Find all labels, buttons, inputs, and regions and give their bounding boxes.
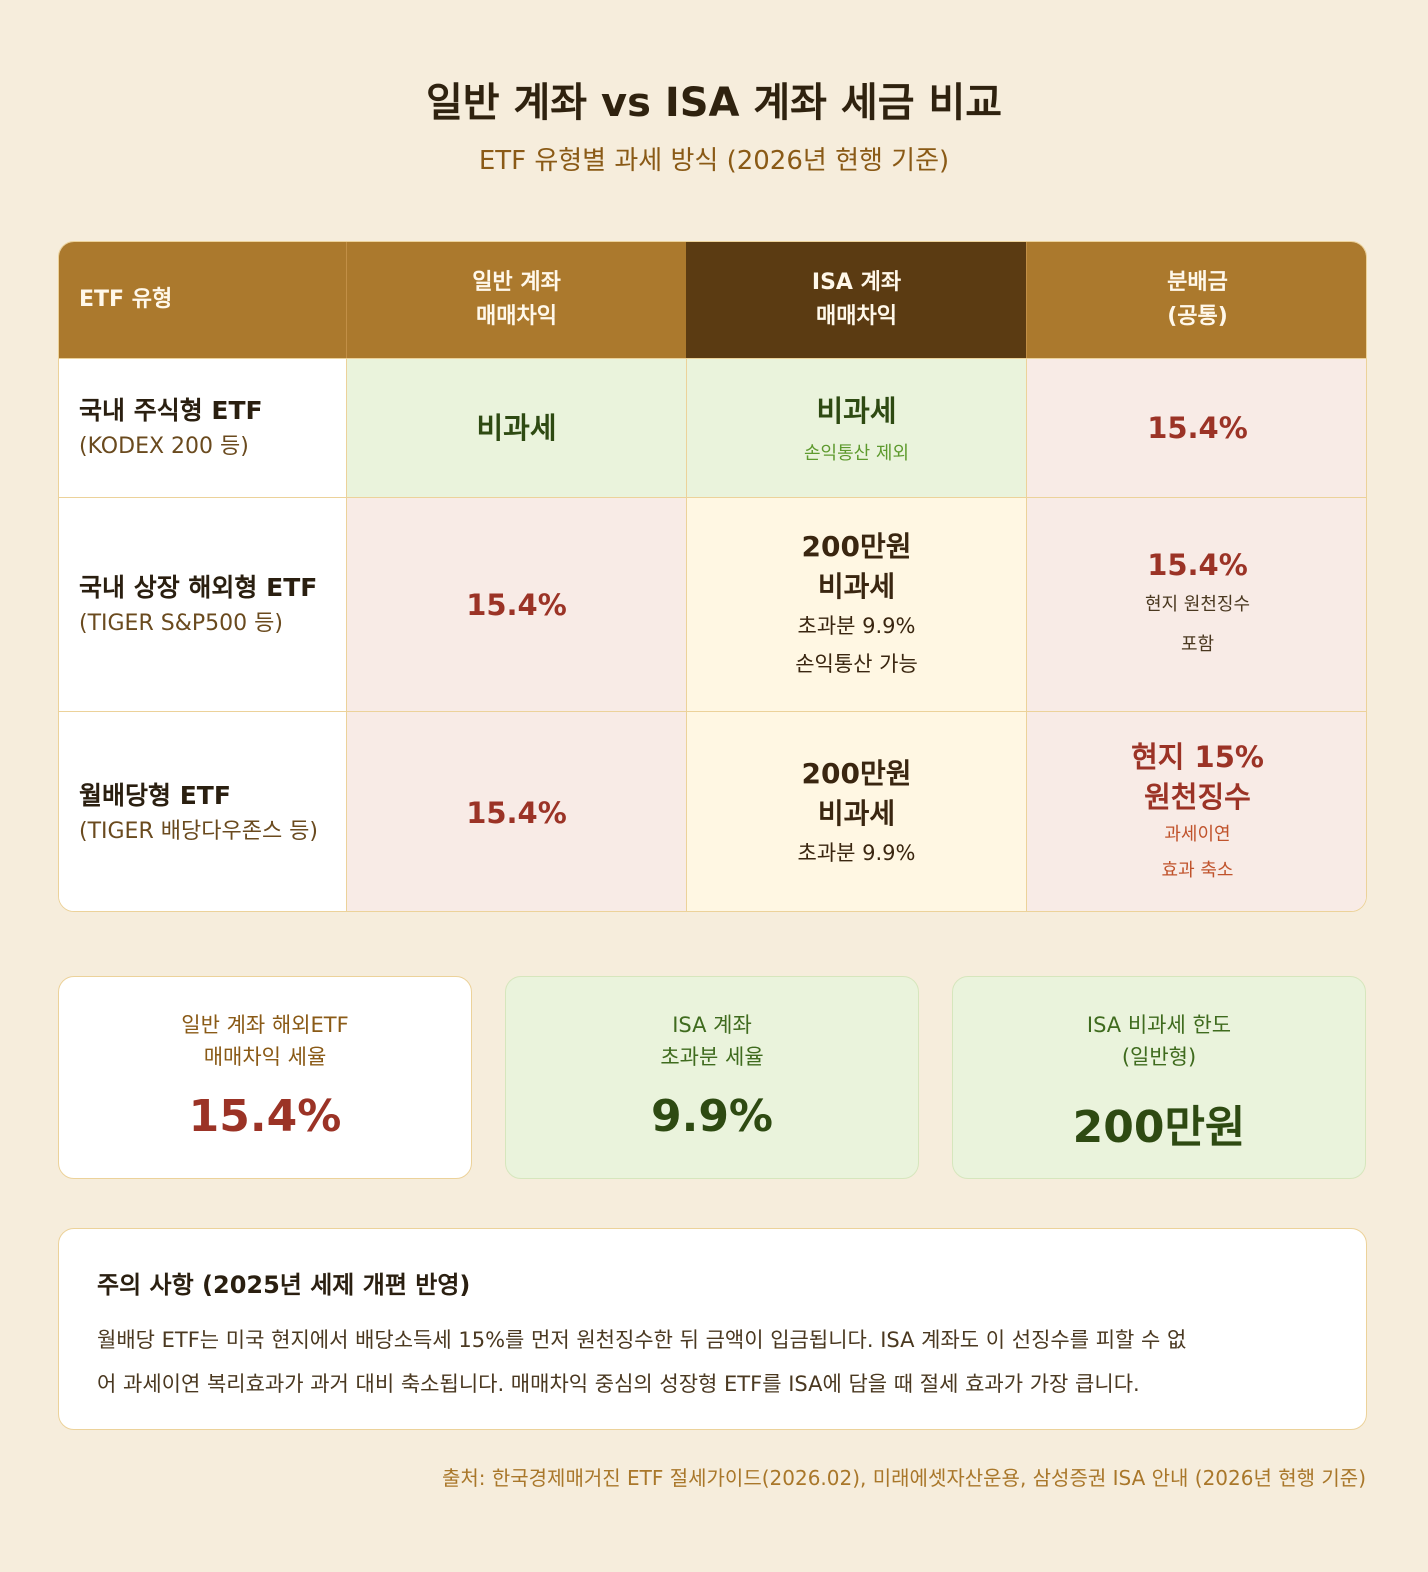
distribution-tax-value: 15.4% bbox=[1147, 411, 1248, 445]
isa-tax-value: 비과세 bbox=[817, 569, 896, 603]
etf-name: 국내 주식형 ETF bbox=[79, 396, 263, 425]
stat-value: 200만원 bbox=[1072, 1102, 1246, 1153]
table-row: 월배당형 ETF (TIGER 배당다우존스 등) 15.4% 200만원 비과… bbox=[59, 711, 1366, 911]
stat-value: 9.9% bbox=[650, 1091, 774, 1142]
isa-tax-cell: 비과세 손익통산 제외 bbox=[686, 359, 1026, 497]
header-general-line2: 매매차익 bbox=[476, 304, 557, 329]
isa-tax-note: 초과분 9.9% bbox=[797, 613, 916, 638]
distribution-tax-note: 포함 bbox=[1180, 633, 1215, 655]
etf-type-cell: 월배당형 ETF (TIGER 배당다우존스 등) bbox=[59, 712, 346, 911]
distribution-tax-cell: 15.4% bbox=[1026, 359, 1366, 497]
header-isa-account: ISA 계좌 매매차익 bbox=[686, 242, 1026, 358]
isa-tax-limit: 200만원 bbox=[801, 529, 912, 563]
stat-label: ISA 비과세 한도 bbox=[1086, 1013, 1232, 1037]
etf-name: 월배당형 ETF bbox=[79, 780, 231, 810]
general-tax-value: 15.4% bbox=[466, 795, 567, 830]
header-etf-type-label: ETF 유형 bbox=[79, 287, 173, 312]
distribution-tax-cell: 15.4% 현지 원천징수 포함 bbox=[1026, 498, 1366, 711]
isa-tax-cell: 200만원 비과세 초과분 9.9% 손익통산 가능 bbox=[686, 498, 1026, 711]
general-tax-cell: 15.4% bbox=[346, 498, 686, 711]
header-distribution: 분배금 (공통) bbox=[1026, 242, 1366, 358]
stat-label: 일반 계좌 해외ETF bbox=[181, 1013, 349, 1037]
notice-line: 월배당 ETF는 미국 현지에서 배당소득세 15%를 먼저 원천징수한 뒤 금… bbox=[97, 1328, 1187, 1352]
etf-example: (TIGER 배당다우존스 등) bbox=[79, 818, 318, 844]
stat-card-general-rate: 일반 계좌 해외ETF 매매차익 세율 15.4% bbox=[58, 976, 472, 1179]
stat-label: (일반형) bbox=[1121, 1045, 1197, 1069]
header-general-line1: 일반 계좌 bbox=[472, 270, 561, 295]
etf-type-cell: 국내 상장 해외형 ETF (TIGER S&P500 등) bbox=[59, 498, 346, 711]
stat-label: 초과분 세율 bbox=[660, 1045, 764, 1069]
table-header-row: ETF 유형 일반 계좌 매매차익 ISA 계좌 매매차익 분배금 (공통) bbox=[59, 242, 1366, 358]
stat-label: 매매차익 세율 bbox=[203, 1045, 327, 1069]
table-row: 국내 상장 해외형 ETF (TIGER S&P500 등) 15.4% 200… bbox=[59, 497, 1366, 711]
general-tax-value: 15.4% bbox=[466, 587, 567, 622]
distribution-tax-note: 과세이연 bbox=[1164, 823, 1231, 845]
notice-line: 어 과세이연 복리효과가 과거 대비 축소됩니다. 매매차익 중심의 성장형 E… bbox=[97, 1372, 1140, 1396]
distribution-tax-note: 현지 원천징수 bbox=[1144, 593, 1251, 615]
isa-tax-cell: 200만원 비과세 초과분 9.9% bbox=[686, 712, 1026, 911]
etf-example: (TIGER S&P500 등) bbox=[79, 610, 283, 636]
general-tax-cell: 비과세 bbox=[346, 359, 686, 497]
distribution-tax-value: 15.4% bbox=[1147, 547, 1248, 582]
table-row: 국내 주식형 ETF (KODEX 200 등) 비과세 비과세 손익통산 제외… bbox=[59, 358, 1366, 497]
notice-box: 주의 사항 (2025년 세제 개편 반영) 월배당 ETF는 미국 현지에서 … bbox=[58, 1228, 1367, 1430]
page-title: 일반 계좌 vs ISA 계좌 세금 비교 bbox=[425, 80, 1003, 126]
header-isa-line1: ISA 계좌 bbox=[811, 270, 902, 295]
etf-name: 국내 상장 해외형 ETF bbox=[79, 572, 318, 602]
page-subtitle: ETF 유형별 과세 방식 (2026년 현행 기준) bbox=[478, 146, 950, 176]
isa-tax-note: 손익통산 가능 bbox=[795, 651, 918, 676]
etf-example: (KODEX 200 등) bbox=[79, 434, 249, 459]
general-tax-cell: 15.4% bbox=[346, 712, 686, 911]
tax-comparison-table: ETF 유형 일반 계좌 매매차익 ISA 계좌 매매차익 분배금 (공통) 국… bbox=[58, 241, 1367, 912]
distribution-tax-value: 현지 15% bbox=[1131, 739, 1264, 774]
notice-body: 월배당 ETF는 미국 현지에서 배당소득세 15%를 먼저 원천징수한 뒤 금… bbox=[97, 1318, 1328, 1406]
distribution-tax-value: 원천징수 bbox=[1144, 779, 1251, 814]
general-tax-value: 비과세 bbox=[476, 411, 557, 445]
stat-value: 15.4% bbox=[188, 1091, 342, 1142]
header-distribution-line1: 분배금 bbox=[1167, 270, 1228, 295]
isa-tax-note: 손익통산 제외 bbox=[803, 443, 910, 464]
isa-tax-note: 초과분 9.9% bbox=[797, 840, 916, 865]
header-isa-line2: 매매차익 bbox=[816, 304, 897, 329]
source-citation: 출처: 한국경제매거진 ETF 절세가이드(2026.02), 미래에셋자산운용… bbox=[441, 1466, 1366, 1490]
etf-type-cell: 국내 주식형 ETF (KODEX 200 등) bbox=[59, 359, 346, 497]
isa-tax-value: 비과세 bbox=[816, 394, 897, 428]
isa-tax-limit: 200만원 bbox=[801, 756, 912, 790]
isa-tax-value: 비과세 bbox=[817, 796, 896, 830]
header-distribution-line2: (공통) bbox=[1167, 304, 1228, 329]
header-general-account: 일반 계좌 매매차익 bbox=[346, 242, 686, 358]
distribution-tax-cell: 현지 15% 원천징수 과세이연 효과 축소 bbox=[1026, 712, 1366, 911]
header-etf-type: ETF 유형 bbox=[59, 242, 346, 358]
distribution-tax-note: 효과 축소 bbox=[1161, 859, 1234, 881]
stat-label: ISA 계좌 bbox=[672, 1013, 752, 1037]
stat-card-isa-rate: ISA 계좌 초과분 세율 9.9% bbox=[505, 976, 919, 1179]
notice-title: 주의 사항 (2025년 세제 개편 반영) bbox=[97, 1271, 471, 1299]
stat-card-isa-limit: ISA 비과세 한도 (일반형) 200만원 bbox=[952, 976, 1366, 1179]
